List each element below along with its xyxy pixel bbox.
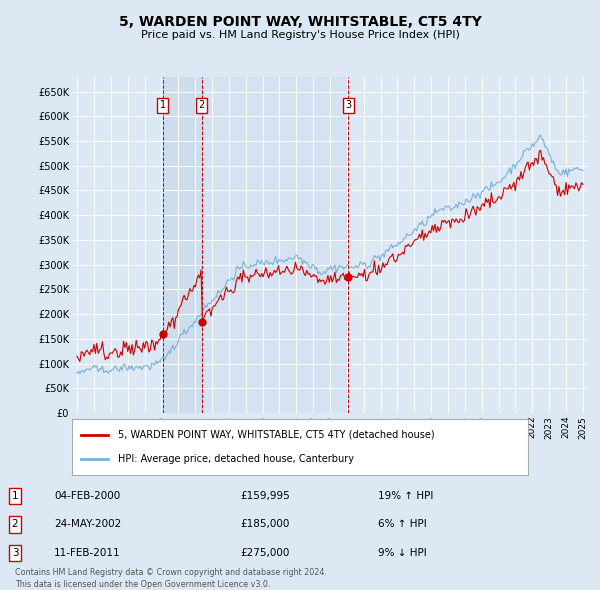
Text: 3: 3 bbox=[346, 100, 352, 110]
Text: Price paid vs. HM Land Registry's House Price Index (HPI): Price paid vs. HM Land Registry's House … bbox=[140, 30, 460, 40]
Text: £159,995: £159,995 bbox=[240, 491, 290, 501]
Text: 6% ↑ HPI: 6% ↑ HPI bbox=[378, 519, 427, 529]
Text: 5, WARDEN POINT WAY, WHITSTABLE, CT5 4TY (detached house): 5, WARDEN POINT WAY, WHITSTABLE, CT5 4TY… bbox=[118, 430, 434, 440]
Text: 1: 1 bbox=[11, 491, 19, 501]
Text: 5, WARDEN POINT WAY, WHITSTABLE, CT5 4TY: 5, WARDEN POINT WAY, WHITSTABLE, CT5 4TY bbox=[119, 15, 481, 29]
Text: 2: 2 bbox=[11, 519, 19, 529]
Bar bbox=[163, 77, 202, 413]
Text: HPI: Average price, detached house, Canterbury: HPI: Average price, detached house, Cant… bbox=[118, 454, 353, 464]
Text: Contains HM Land Registry data © Crown copyright and database right 2024.
This d: Contains HM Land Registry data © Crown c… bbox=[15, 568, 327, 589]
Text: 04-FEB-2000: 04-FEB-2000 bbox=[54, 491, 120, 501]
Text: 1: 1 bbox=[160, 100, 166, 110]
Text: 3: 3 bbox=[11, 548, 19, 558]
FancyBboxPatch shape bbox=[72, 419, 528, 475]
Text: 24-MAY-2002: 24-MAY-2002 bbox=[54, 519, 121, 529]
Text: £185,000: £185,000 bbox=[240, 519, 289, 529]
Text: 19% ↑ HPI: 19% ↑ HPI bbox=[378, 491, 433, 501]
Bar bbox=[202, 77, 349, 413]
Text: £275,000: £275,000 bbox=[240, 548, 289, 558]
Text: 11-FEB-2011: 11-FEB-2011 bbox=[54, 548, 121, 558]
Text: 2: 2 bbox=[199, 100, 205, 110]
Text: 9% ↓ HPI: 9% ↓ HPI bbox=[378, 548, 427, 558]
